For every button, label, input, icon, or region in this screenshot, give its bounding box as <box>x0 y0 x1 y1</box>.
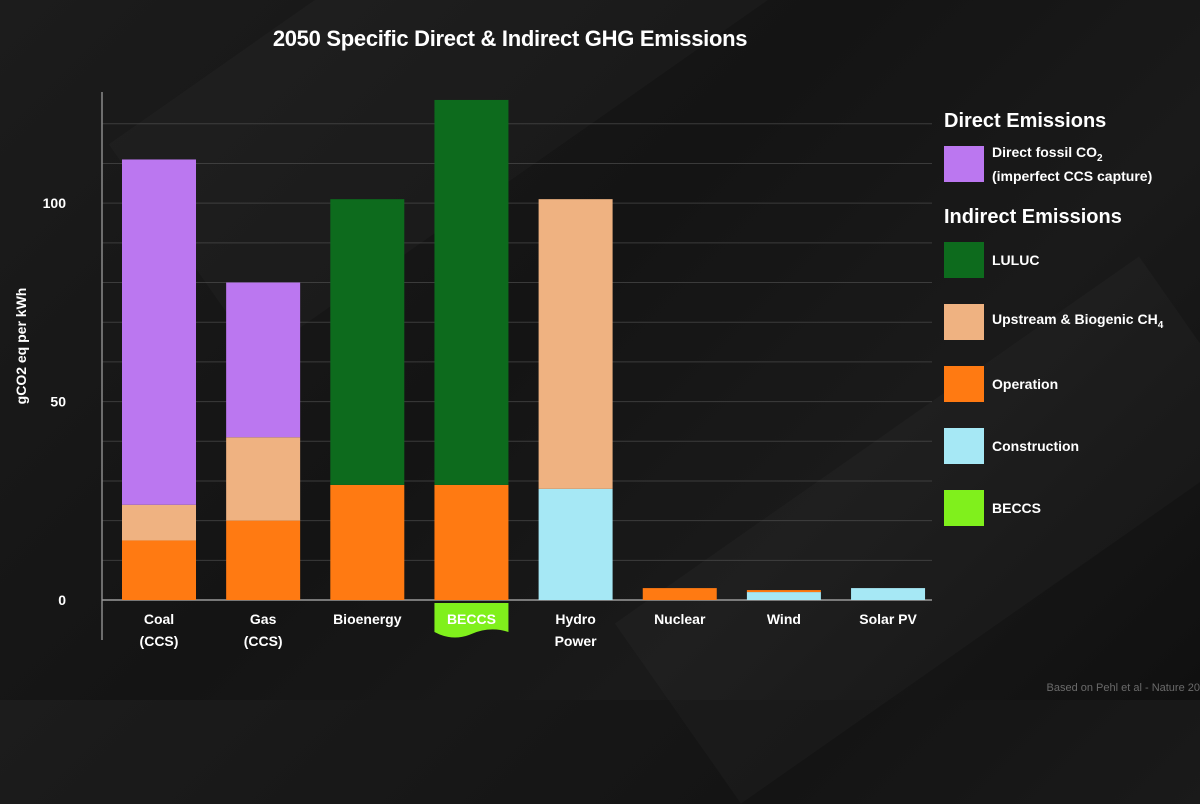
chart-title: 2050 Specific Direct & Indirect GHG Emis… <box>272 26 748 51</box>
orange-swatch-icon <box>944 366 984 402</box>
legend-item: BECCS <box>944 490 1200 526</box>
legend-label: Construction <box>992 437 1079 455</box>
bar-segment <box>330 484 405 600</box>
category-label: Solar PV <box>859 611 917 627</box>
legend: Direct Emissions Direct fossil CO2 (imper… <box>944 108 1200 552</box>
legend-label: Upstream & Biogenic CH4 <box>992 310 1163 335</box>
legend-label-text: Operation <box>992 376 1059 392</box>
y-tick-label: 50 <box>50 394 66 410</box>
bar-segment <box>226 520 301 600</box>
legend-label-text: Upstream & Biogenic CH <box>992 310 1158 327</box>
bar-segment <box>122 159 196 505</box>
legend-heading-indirect: Indirect Emissions <box>944 206 1122 228</box>
legend-item: Direct fossil CO2 (imperfect CCS capture) <box>944 144 1200 184</box>
category-label-line2: (CCS) <box>244 633 283 649</box>
legend-label: Operation <box>992 375 1058 393</box>
bar-segment <box>746 592 821 600</box>
bar-segment <box>746 590 821 593</box>
stacked-bar-chart: 0 50 100 gCO2 eq per kWh Coal (CCS) Gas (CCS) Bi… <box>13 92 932 649</box>
bar-segment <box>434 99 509 485</box>
bar-segment <box>122 540 196 600</box>
bar-segment <box>642 588 717 600</box>
bar-segment <box>851 588 926 600</box>
y-tick-label: 100 <box>43 195 67 211</box>
category-label-line2: Power <box>555 633 598 649</box>
bar-segment <box>226 282 301 438</box>
source-footnote: Based on Pehl et al - Nature 20 <box>1046 682 1200 694</box>
legend-item: LULUC <box>944 242 1200 278</box>
bar-segment <box>122 504 196 541</box>
category-label: Hydro <box>555 611 595 627</box>
legend-label-subscript: 4 <box>1157 319 1164 331</box>
legend-label-line2: (imperfect CCS capture) <box>992 168 1153 185</box>
legend-item: Upstream & Biogenic CH4 <box>944 304 1200 340</box>
category-label: Coal <box>144 611 174 627</box>
legend-label: Direct fossil CO2 (imperfect CCS capture) <box>992 143 1152 186</box>
legend-label: BECCS <box>992 499 1041 517</box>
bar-segment <box>330 199 405 485</box>
legend-label-text: BECCS <box>992 500 1042 516</box>
dark-green-swatch-icon <box>944 242 984 278</box>
legend-item: Construction <box>944 428 1200 464</box>
legend-label-text: Direct fossil CO <box>992 143 1098 160</box>
bar-segment <box>538 199 613 489</box>
y-axis-label: gCO2 eq per kWh <box>13 288 29 405</box>
y-tick-label: 0 <box>58 592 66 608</box>
legend-label-text: LULUC <box>992 252 1040 268</box>
tan-swatch-icon <box>944 304 984 340</box>
bar-segment <box>538 488 613 600</box>
legend-label-text: Construction <box>992 438 1080 454</box>
category-label-line2: (CCS) <box>140 633 179 649</box>
category-label: Wind <box>767 611 801 627</box>
purple-swatch-icon <box>944 146 984 182</box>
category-label: BECCS <box>447 611 496 627</box>
light-blue-swatch-icon <box>944 428 984 464</box>
bar-segment <box>226 437 301 521</box>
category-label: Bioenergy <box>333 611 402 627</box>
category-label: Nuclear <box>654 611 706 627</box>
legend-label: LULUC <box>992 251 1039 269</box>
lime-swatch-icon <box>944 490 984 526</box>
bar-segment <box>434 484 509 600</box>
legend-label-subscript: 2 <box>1097 152 1103 164</box>
category-highlight-badge <box>434 603 509 638</box>
category-label: Gas <box>250 611 277 627</box>
legend-heading-direct: Direct Emissions <box>944 110 1107 132</box>
legend-item: Operation <box>944 366 1200 402</box>
